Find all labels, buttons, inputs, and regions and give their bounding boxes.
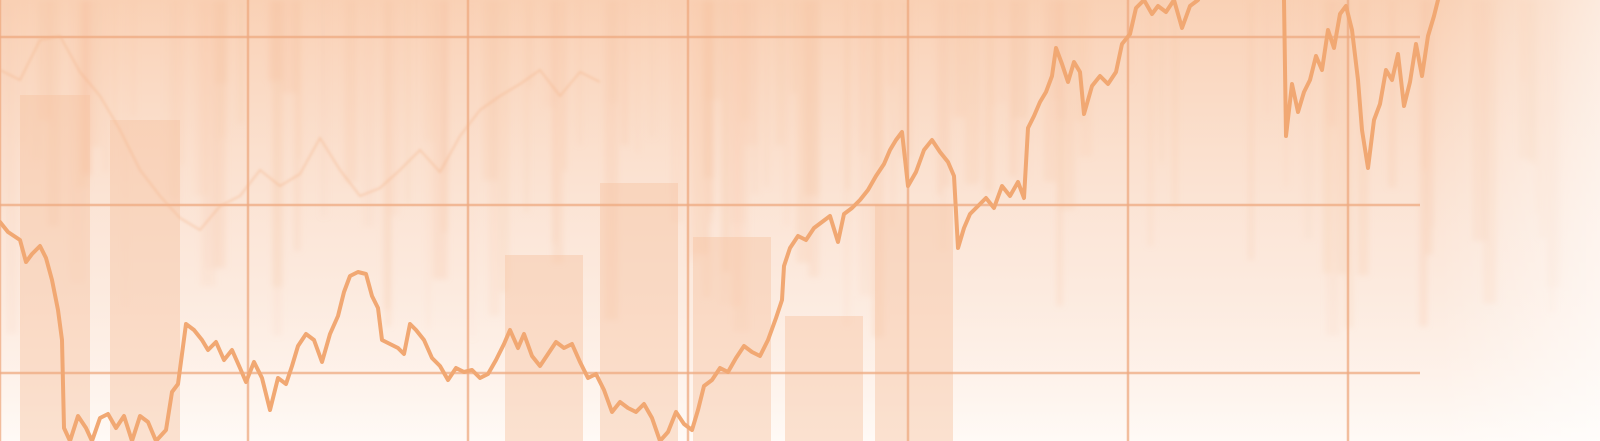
background-scene xyxy=(0,0,1600,441)
right-fade xyxy=(0,0,1600,441)
chart-illustration xyxy=(0,0,1600,441)
